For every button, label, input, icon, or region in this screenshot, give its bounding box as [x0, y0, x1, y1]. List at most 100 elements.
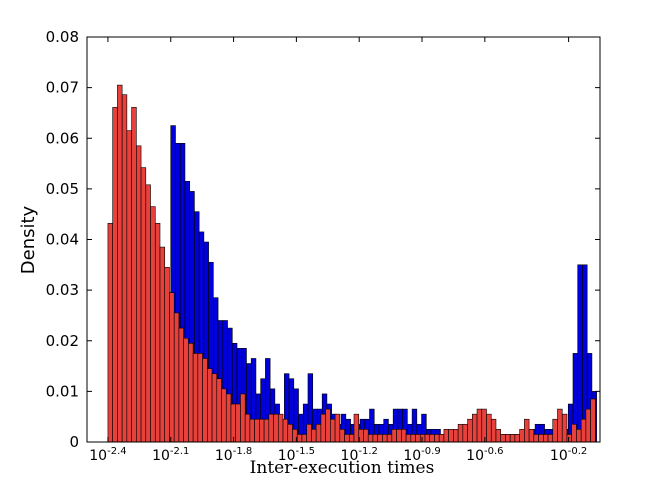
series-1-bar — [448, 429, 454, 443]
y-tick-label: 0.02 — [46, 332, 79, 350]
x-tick-label: 10-0.9 — [403, 446, 440, 464]
series-1-bar — [334, 413, 341, 443]
series-1-bar — [519, 429, 525, 443]
series-1-bar — [344, 434, 350, 443]
y-axis-ticks: 0 0.01 0.02 0.03 0.04 0.05 0.06 0.07 0.08 — [46, 28, 600, 451]
series-1-bar — [353, 413, 360, 443]
y-tick-label: 0.07 — [46, 79, 79, 97]
series-1-bar — [249, 418, 255, 443]
y-tick-label: 0.03 — [46, 281, 79, 299]
y-tick-label: 0.05 — [46, 180, 79, 198]
series-1-bar — [372, 434, 378, 443]
series-1-bar — [140, 167, 147, 443]
series-1-bar — [296, 434, 303, 443]
series-1-bar — [457, 423, 464, 443]
x-tick-label: 10-1.2 — [341, 446, 378, 464]
series-1-bar — [121, 94, 128, 443]
y-tick-label: 0.06 — [46, 129, 79, 147]
series-1-bar — [240, 393, 246, 443]
series-1-bar — [585, 408, 591, 443]
series-1-bar — [259, 418, 265, 443]
x-tick-label: 10-1.5 — [278, 446, 315, 464]
series-1-bar — [273, 413, 279, 443]
series-1-bar — [107, 223, 113, 443]
series-1-bar — [306, 423, 312, 443]
series-1-bar — [367, 434, 374, 443]
series-1-bar — [434, 434, 440, 443]
series-1-bar — [301, 434, 307, 443]
series-1-bar — [410, 434, 416, 443]
series-1-bar — [169, 292, 175, 443]
series-1-bar — [490, 418, 497, 443]
y-tick-label: 0.08 — [46, 28, 79, 46]
series-1-bar — [528, 429, 535, 443]
series-1-bar — [136, 145, 142, 443]
series-1-bar — [419, 434, 426, 443]
series-1-bar — [590, 398, 596, 443]
series-1-bar — [154, 223, 161, 443]
series-1-bar — [363, 429, 369, 443]
series-1-bar — [126, 130, 132, 443]
x-axis-label: Inter-execution times — [250, 458, 435, 478]
series-1-bar — [542, 434, 549, 443]
series-1-bar — [580, 418, 587, 443]
series-1-bar — [192, 353, 199, 443]
series-1-bar — [382, 434, 388, 443]
series-1-bar — [509, 434, 516, 443]
series-1-bar — [552, 418, 558, 443]
x-axis-ticks: 10-2.4 10-2.1 10-1.8 10-1.5 10-1.2 10-0.9 10-0… — [89, 37, 587, 464]
series-1-bar — [325, 408, 331, 443]
x-tick-label: 10-0.6 — [466, 446, 503, 464]
series-1-bar — [443, 429, 449, 443]
series-1-bar — [396, 429, 402, 443]
series-1-bar — [131, 107, 137, 443]
series-1-bar — [401, 429, 407, 443]
series-1-bar — [145, 184, 151, 443]
series-1-bar — [112, 107, 118, 443]
series-1-bar — [254, 418, 260, 443]
series-1-bar — [164, 267, 170, 443]
series-1-bar — [178, 327, 184, 443]
series-1-bar — [386, 434, 393, 443]
series-1-bar — [207, 368, 213, 443]
y-axis-label: Density — [18, 205, 39, 274]
series-1-bar — [230, 403, 237, 443]
series-1-bar — [244, 413, 251, 443]
series-1-bar — [561, 413, 568, 443]
series-1-bar — [315, 423, 322, 443]
series-1-bar — [117, 84, 123, 443]
x-tick-label: 10-2.1 — [152, 446, 189, 464]
series-1-bar — [429, 434, 435, 443]
series-1-bar — [211, 373, 218, 443]
series-1-bar — [500, 434, 506, 443]
series-1-bar — [533, 434, 539, 443]
y-tick-label: 0.01 — [46, 382, 79, 400]
series-1-bar — [221, 388, 227, 443]
series-1-bar — [467, 418, 473, 443]
series-1-bar — [339, 429, 345, 443]
series-1-bar — [514, 434, 520, 443]
series-1-bar — [547, 434, 554, 443]
series-1-bar — [391, 429, 397, 443]
series-1-bar — [415, 434, 421, 443]
series-1-bar — [557, 408, 563, 443]
series-1-bar — [348, 434, 355, 443]
series-1-bar — [453, 429, 459, 443]
series-1-bar — [330, 418, 336, 443]
series-1-bar — [576, 429, 582, 443]
series-1-bar — [566, 434, 572, 443]
series-1-bar — [277, 413, 284, 443]
series-1-bar — [282, 418, 289, 443]
series-1-bar — [524, 418, 530, 443]
series-1-bar — [538, 434, 544, 443]
y-tick-label: 0 — [69, 433, 79, 451]
series-1-bar — [263, 418, 270, 443]
series-1-bar — [320, 413, 326, 443]
series-1-bar — [216, 378, 222, 443]
series-1-bar — [268, 413, 274, 443]
series-1-bar — [159, 246, 166, 443]
series-1-bar — [438, 434, 445, 443]
series-1-bar — [183, 337, 189, 443]
x-tick-label: 10-1.8 — [215, 446, 252, 464]
series-1-bar — [173, 312, 180, 443]
